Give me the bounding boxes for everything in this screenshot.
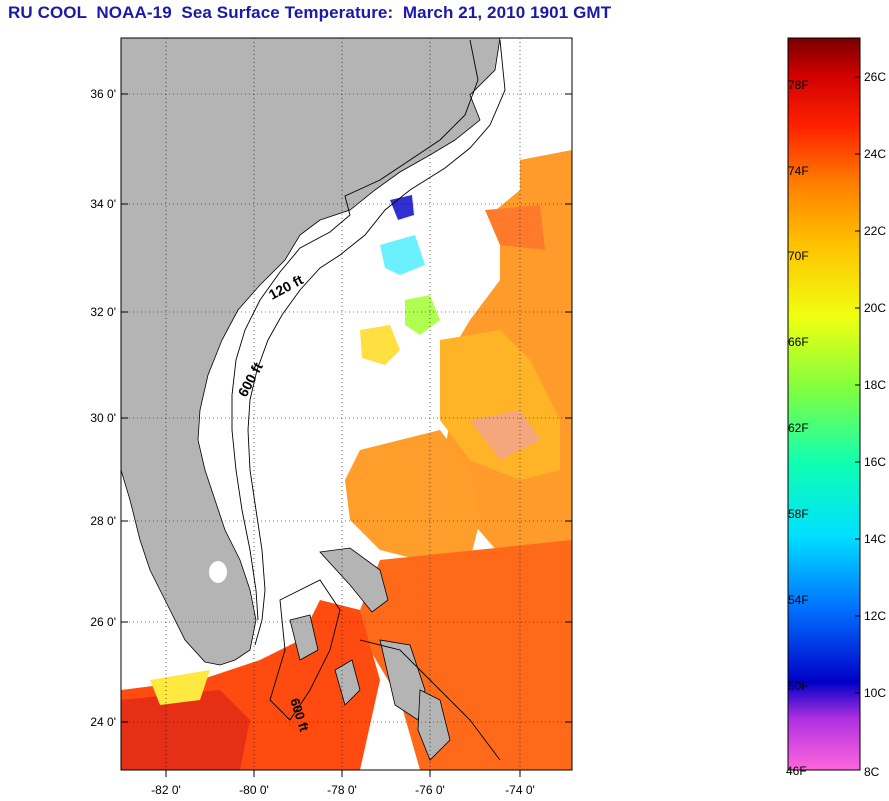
sst-north-patch xyxy=(485,205,545,250)
colorbar-c-label: 22C xyxy=(864,224,887,238)
lat-label: 34 0' xyxy=(90,197,116,211)
sst-cool-patch-1 xyxy=(360,325,400,365)
colorbar-f-label: 78F xyxy=(788,78,809,92)
lat-label: 30 0' xyxy=(90,411,116,425)
sst-field xyxy=(121,150,572,770)
colorbar-f-label: 46F xyxy=(786,764,807,778)
lon-label: -76 0' xyxy=(415,783,445,797)
lake-okeechobee xyxy=(209,561,227,583)
bahamas-islands xyxy=(289,547,451,761)
colorbar-f-label: 62F xyxy=(788,421,809,435)
colorbar-f-label: 50F xyxy=(788,679,809,693)
colorbar-c-label: 20C xyxy=(864,301,887,315)
colorbar-c-label: 10C xyxy=(864,686,887,700)
sst-central-cloudgap xyxy=(345,430,480,560)
axis-ticks xyxy=(121,93,572,777)
lat-label: 24 0' xyxy=(90,715,116,729)
lon-label: -82 0' xyxy=(151,783,181,797)
lat-label: 26 0' xyxy=(90,615,116,629)
colorbar-c-label: 24C xyxy=(864,147,887,161)
colorbar-f-label: 58F xyxy=(788,507,809,521)
colorbar-c-label: 12C xyxy=(864,609,887,623)
colorbar-f-label: 54F xyxy=(788,593,809,607)
colorbar xyxy=(787,37,861,771)
sst-edge-yellow xyxy=(150,670,210,705)
map-frame xyxy=(120,37,573,771)
lat-label: 28 0' xyxy=(90,514,116,528)
lon-label: -80 0' xyxy=(239,783,269,797)
colorbar-c-label: 14C xyxy=(864,532,887,546)
colorbar-c-label: 8C xyxy=(864,765,880,779)
lon-label: -78 0' xyxy=(327,783,357,797)
colorbar-f-label: 74F xyxy=(788,164,809,178)
sst-fl-straits xyxy=(121,690,250,770)
sst-gray-streak xyxy=(470,410,540,460)
colorbar-c-label: 18C xyxy=(864,378,887,392)
colorbar-c-label: 16C xyxy=(864,455,887,469)
colorbar-c-label: 26C xyxy=(864,70,887,84)
lat-label: 32 0' xyxy=(90,305,116,319)
lat-label: 36 0' xyxy=(90,87,116,101)
colorbar-f-label: 70F xyxy=(788,249,809,263)
lon-label: -74 0' xyxy=(505,783,535,797)
map-title: RU COOL NOAA-19 Sea Surface Temperature:… xyxy=(8,3,612,22)
sst-cool-patch-3 xyxy=(380,235,425,275)
colorbar-ticks xyxy=(855,76,860,694)
sst-cool-patch-2 xyxy=(405,295,440,335)
colorbar-f-label: 66F xyxy=(788,335,809,349)
